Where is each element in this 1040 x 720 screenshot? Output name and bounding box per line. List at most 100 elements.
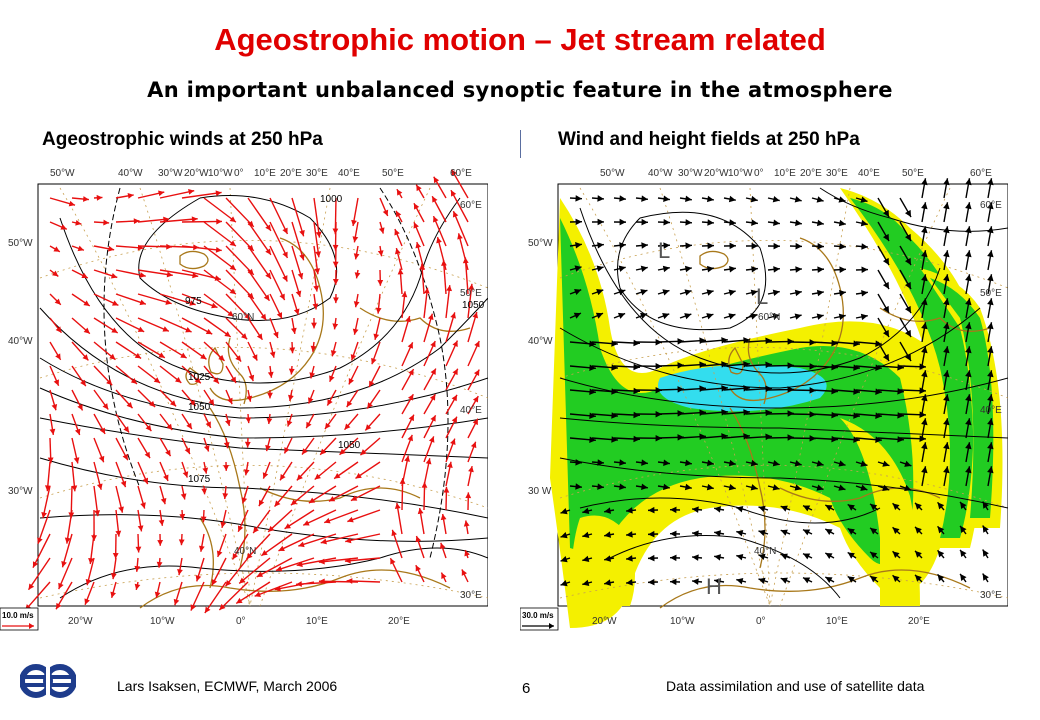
wind-arrow xyxy=(348,365,359,385)
wind-arrow xyxy=(701,265,714,273)
wind-arrow xyxy=(159,437,172,457)
wind-arrow xyxy=(943,178,950,199)
wind-arrow xyxy=(71,269,89,279)
wind-arrow xyxy=(134,581,141,591)
wind-arrow xyxy=(855,289,868,297)
wind-arrow xyxy=(780,577,791,584)
wind-arrow xyxy=(203,341,225,362)
wind-arrow xyxy=(413,202,425,223)
wind-arrow xyxy=(225,341,242,362)
wind-arrow xyxy=(112,533,119,559)
wind-arrow xyxy=(173,581,183,606)
wind-arrow xyxy=(723,459,736,467)
right-edge-label: 50°E xyxy=(460,288,482,299)
lon-label: 30°W xyxy=(678,168,703,179)
wind-arrow xyxy=(352,317,359,335)
wind-arrow xyxy=(328,485,359,502)
wind-arrow xyxy=(987,226,994,247)
wind-arrow xyxy=(247,269,271,302)
wind-arrow xyxy=(701,459,714,467)
wind-arrow xyxy=(159,485,167,505)
lon-label: 60°E xyxy=(450,168,472,179)
wind-arrow xyxy=(85,557,95,586)
wind-arrow xyxy=(877,317,890,338)
wind-arrow xyxy=(582,507,593,515)
wind-arrow xyxy=(965,394,972,415)
wind-arrow xyxy=(413,221,425,247)
wind-arrow xyxy=(582,531,593,539)
wind-arrow xyxy=(780,529,791,536)
wind-arrow xyxy=(296,557,337,568)
wind-arrow xyxy=(965,298,972,319)
wind-arrow xyxy=(441,259,447,295)
contour-label: 1000 xyxy=(320,194,343,205)
wind-arrow xyxy=(937,501,945,511)
wind-arrow xyxy=(279,461,293,481)
wind-arrow xyxy=(965,370,972,391)
wind-arrow xyxy=(855,460,868,467)
wind-arrow xyxy=(811,266,825,273)
wind-arrow xyxy=(647,506,659,514)
wind-arrow xyxy=(49,197,76,207)
bottom-label: 20°E xyxy=(908,616,930,627)
wind-arrow xyxy=(203,317,232,338)
wind-arrow xyxy=(745,459,758,467)
bottom-label: 20°W xyxy=(592,616,617,627)
wind-arrow xyxy=(332,317,339,330)
wind-arrow xyxy=(204,581,227,614)
wind-arrow xyxy=(115,218,140,225)
wind-arrow xyxy=(892,526,901,535)
wind-arrow xyxy=(723,337,750,344)
wind-arrow xyxy=(669,554,681,562)
lon-label: 60°E xyxy=(970,168,992,179)
wind-arrow xyxy=(824,504,835,512)
bottom-label: 10°E xyxy=(306,616,328,627)
wind-arrow xyxy=(625,531,637,538)
wind-arrow xyxy=(723,242,737,250)
wind-arrow xyxy=(824,528,835,536)
wind-arrow xyxy=(289,341,296,354)
wind-arrow xyxy=(423,340,436,367)
wind-arrow xyxy=(159,317,192,333)
bottom-label: 0° xyxy=(236,616,246,627)
wind-arrow xyxy=(225,269,255,300)
wind-arrow xyxy=(591,459,605,466)
wind-arrow xyxy=(49,317,63,334)
vector-scale-arrow-icon xyxy=(2,623,34,629)
wind-arrow xyxy=(591,364,618,371)
wind-arrow xyxy=(591,195,605,202)
wind-arrow xyxy=(811,363,838,371)
wind-arrow xyxy=(49,293,62,306)
wind-arrow xyxy=(269,197,289,235)
wind-arrow xyxy=(137,317,170,332)
lon-label: 10°W xyxy=(208,168,233,179)
wind-arrow xyxy=(569,364,596,371)
wind-arrow xyxy=(247,365,255,382)
wind-arrow xyxy=(635,483,648,491)
wind-arrow xyxy=(582,579,593,587)
contour-label: 1050 xyxy=(462,300,485,311)
wind-arrow xyxy=(269,269,286,301)
wind-arrow xyxy=(203,245,237,271)
wind-arrow xyxy=(833,219,846,227)
wind-arrow xyxy=(332,269,339,285)
wind-arrow xyxy=(635,242,649,249)
contour-label: 1050 xyxy=(188,402,211,413)
lon-label: 10°W xyxy=(728,168,753,179)
wind-arrow xyxy=(417,507,425,535)
wind-arrow xyxy=(246,389,253,402)
wind-arrow xyxy=(987,370,994,391)
wind-arrow xyxy=(899,484,912,492)
wind-arrow xyxy=(467,418,479,439)
wind-arrow xyxy=(767,460,780,467)
wind-arrow xyxy=(767,289,780,297)
wind-arrow xyxy=(635,289,648,296)
wind-arrow xyxy=(811,219,824,227)
wind-arrow xyxy=(445,394,458,415)
wind-arrow xyxy=(394,502,403,535)
wind-arrow xyxy=(225,245,255,276)
wind-arrow xyxy=(247,221,272,256)
wind-arrow xyxy=(701,242,715,250)
wind-arrow xyxy=(439,542,447,559)
wind-arrow xyxy=(987,322,994,343)
